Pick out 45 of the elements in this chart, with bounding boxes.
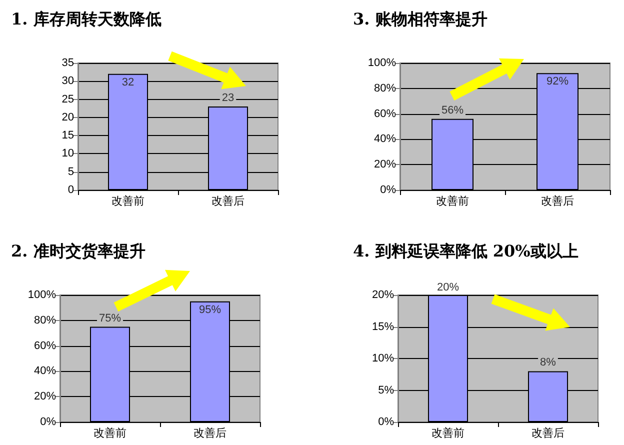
x-tick-label: 改善前	[112, 194, 144, 208]
data-label: 32	[122, 76, 134, 88]
y-tick-label: 20%	[34, 390, 56, 403]
y-tick-label: 15	[62, 130, 74, 142]
y-tick-label: 15%	[372, 320, 394, 333]
y-tick-label: 5	[68, 166, 74, 178]
chart-title: 1. 库存周转天数降低	[11, 10, 162, 28]
y-tick-label: 60%	[34, 340, 56, 352]
y-tick-label: 20	[62, 111, 74, 124]
y-tick-label: 80%	[374, 82, 396, 94]
data-label: 20%	[436, 282, 460, 294]
y-tick-label: 40%	[374, 133, 396, 146]
y-tick-label: 0%	[380, 184, 396, 196]
y-tick-label: 20%	[372, 289, 394, 301]
data-label: 23	[222, 92, 234, 104]
x-tick-label: 改善后	[541, 194, 574, 208]
chart-title: 4. 到料延误率降低 20%或以上	[353, 242, 578, 260]
y-tick-label: 30	[62, 75, 74, 88]
x-tick-label: 改善前	[94, 426, 126, 440]
x-tick-label: 改善后	[212, 194, 244, 208]
y-tick-label: 100%	[368, 57, 396, 69]
data-label: 8%	[540, 356, 556, 369]
x-tick-label: 改善后	[532, 426, 564, 440]
y-tick-label: 0%	[378, 416, 394, 428]
chart-title: 3. 账物相符率提升	[353, 10, 488, 28]
data-label: 56%	[441, 104, 464, 116]
y-tick-label: 35	[62, 57, 74, 69]
y-tick-label: 0%	[40, 416, 56, 428]
chart-title: 2. 准时交货率提升	[11, 242, 146, 260]
y-tick-label: 5%	[378, 384, 394, 396]
x-tick-label: 改善前	[432, 426, 464, 440]
y-tick-label: 25	[62, 93, 74, 106]
y-tick-label: 100%	[28, 289, 56, 301]
data-label: 95%	[198, 304, 222, 316]
y-tick-label: 0	[68, 184, 74, 196]
data-label: 92%	[546, 76, 569, 88]
y-tick-label: 80%	[34, 314, 56, 326]
x-tick-label: 改善后	[194, 426, 226, 440]
y-tick-label: 60%	[374, 108, 396, 120]
x-tick-label: 改善前	[436, 194, 469, 208]
data-label: 75%	[98, 312, 122, 324]
y-tick-label: 10	[62, 148, 74, 160]
y-tick-label: 40%	[34, 365, 56, 378]
y-tick-label: 10%	[372, 352, 394, 364]
y-tick-label: 20%	[374, 158, 396, 171]
